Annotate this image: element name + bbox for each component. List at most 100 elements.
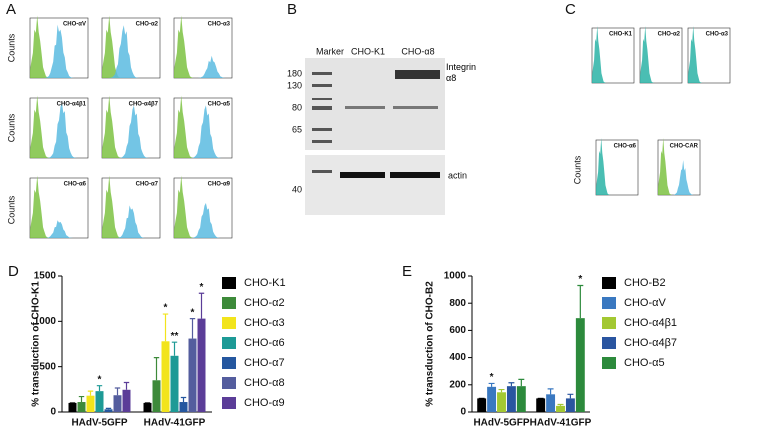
marker-label: 130 <box>287 80 302 90</box>
error-bar <box>557 403 564 406</box>
y-tick-label: 600 <box>449 325 466 336</box>
bar <box>179 402 188 412</box>
significance: ** <box>171 331 179 342</box>
bar <box>113 395 122 412</box>
y-tick-label: 1000 <box>444 271 467 282</box>
error-bar <box>567 393 574 399</box>
histogram <box>102 15 160 78</box>
histogram <box>174 55 232 78</box>
bar <box>86 395 95 412</box>
error-bar <box>105 407 112 410</box>
significance: * <box>164 303 168 314</box>
y-tick-label: 800 <box>449 298 466 309</box>
bar <box>546 394 556 412</box>
band-label-box: Integrin α8 <box>446 62 476 83</box>
y-tick-label: 500 <box>39 361 56 372</box>
y-tick-label: 400 <box>449 352 466 363</box>
histogram <box>592 26 634 83</box>
bar <box>77 402 86 412</box>
histogram <box>658 138 700 195</box>
error-bar <box>162 313 169 342</box>
bar <box>575 318 585 412</box>
histogram <box>596 138 638 195</box>
legend-swatch <box>222 397 236 409</box>
panel-label: D <box>8 263 19 280</box>
error-bar <box>96 385 103 392</box>
plot-label: CHO-αV <box>63 22 86 28</box>
histogram <box>174 95 232 158</box>
blot <box>305 155 445 215</box>
plot-label: CHO-α2 <box>658 32 681 38</box>
significance: * <box>490 372 494 383</box>
y-label: Counts <box>6 33 16 62</box>
histogram <box>640 26 682 83</box>
legend-swatch <box>602 277 616 289</box>
histogram <box>102 205 160 238</box>
legend-swatch <box>222 377 236 389</box>
error-bar <box>488 382 495 387</box>
marker-label: 180 <box>287 68 302 78</box>
error-bar <box>577 284 584 319</box>
significance: * <box>578 274 582 285</box>
panel-label: B <box>287 1 297 18</box>
bar <box>487 386 497 412</box>
histogram <box>102 105 160 158</box>
plot-label: CHO-α3 <box>706 32 729 38</box>
significance: * <box>200 282 204 293</box>
plot-label: CHO-α6 <box>614 144 637 150</box>
x-tick-label: HAdV-5GFP <box>473 418 529 429</box>
error-bar <box>198 292 205 319</box>
bar <box>506 386 516 412</box>
lane-label: CHO-K1 <box>351 46 385 56</box>
plot-label: CHO-α2 <box>136 22 159 28</box>
bar <box>68 402 77 412</box>
error-bar <box>114 387 121 396</box>
legend-swatch <box>222 297 236 309</box>
error-bar <box>87 390 94 396</box>
legend-swatch <box>602 317 616 329</box>
histogram <box>174 15 232 78</box>
histogram <box>30 220 88 238</box>
bar <box>516 386 526 412</box>
histogram <box>688 26 730 83</box>
panel-label: A <box>6 1 16 18</box>
significance: * <box>191 307 195 318</box>
y-label: Counts <box>6 195 16 224</box>
error-bar <box>518 378 525 387</box>
legend-label: CHO-B2 <box>624 277 666 289</box>
histogram <box>30 24 88 78</box>
plot-label: CHO-α3 <box>208 22 231 28</box>
y-tick-label: 0 <box>50 407 56 418</box>
plot-label: CHO-α6 <box>64 182 87 188</box>
x-tick-label: HAdV-41GFP <box>530 418 592 429</box>
panel-label: C <box>565 1 576 18</box>
plot-label: CHO-α9 <box>208 182 231 188</box>
bar <box>161 341 170 412</box>
legend-swatch <box>602 297 616 309</box>
error-bar <box>171 341 178 356</box>
significance: * <box>98 374 102 385</box>
error-bar <box>180 396 187 403</box>
histogram <box>102 25 160 78</box>
error-bar <box>153 357 160 381</box>
error-bar <box>123 381 130 390</box>
plot-label: CHO-α4β1 <box>57 102 87 108</box>
legend-label: CHO-K1 <box>244 277 286 289</box>
y-axis-label: % transduction of CHO-B2 <box>425 281 436 407</box>
y-tick-label: 0 <box>460 407 466 418</box>
histogram <box>174 105 232 158</box>
legend-label: CHO-α6 <box>244 337 285 349</box>
legend-label: CHO-α7 <box>244 357 285 369</box>
bar <box>197 318 206 412</box>
histogram <box>30 15 88 78</box>
legend-label: CHO-αV <box>624 297 666 309</box>
legend-label: CHO-α4β1 <box>624 317 677 329</box>
y-label: Counts <box>572 155 582 184</box>
bar <box>143 402 152 412</box>
error-bar <box>189 318 196 339</box>
plot-label: CHO-CAR <box>670 144 699 150</box>
lane-label: CHO-α8 <box>401 46 434 56</box>
y-label: Counts <box>6 113 16 142</box>
bar <box>152 380 161 412</box>
legend-label: CHO-α5 <box>624 357 665 369</box>
